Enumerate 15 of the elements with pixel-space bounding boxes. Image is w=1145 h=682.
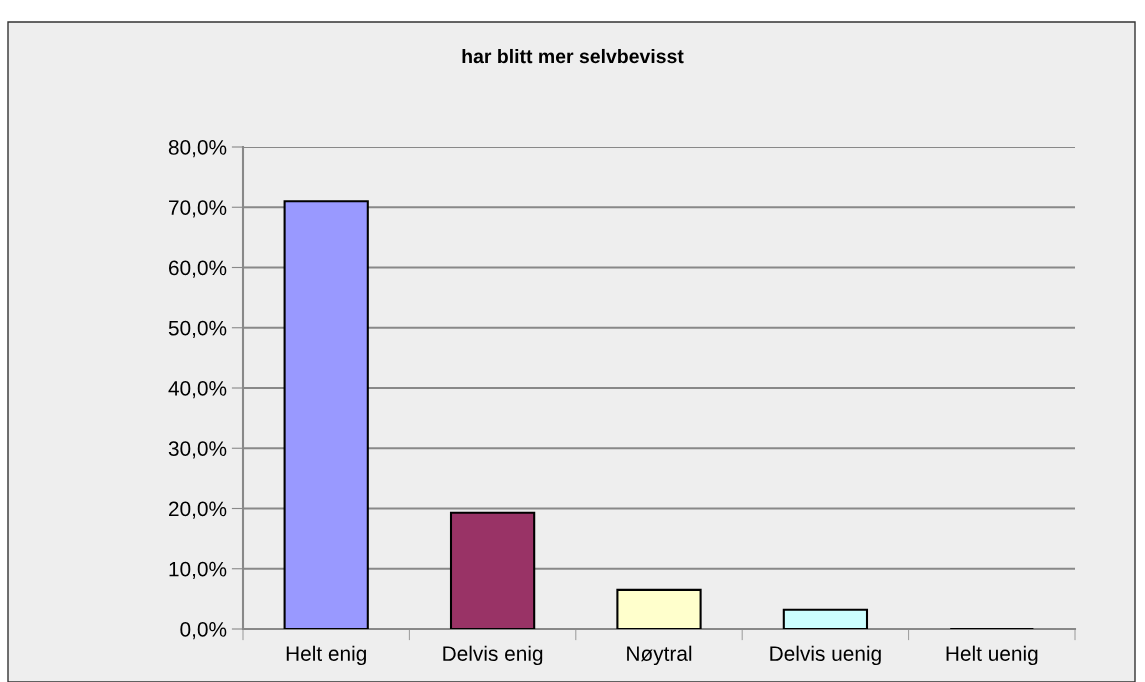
x-tick-label: Helt enig — [286, 645, 366, 666]
y-tick-label: 70,0% — [169, 200, 227, 218]
y-tick-label: 10,0% — [169, 561, 227, 579]
y-tick-label: 40,0% — [168, 381, 227, 399]
x-tick-label: Helt uenig — [946, 645, 1038, 666]
y-tick-label: 20,0% — [169, 501, 227, 519]
chart-title: har blitt mer selvbevisst — [462, 48, 684, 64]
x-tick-label: Nøytral — [627, 645, 692, 666]
x-tick-label: Delvis enig — [443, 645, 543, 666]
y-tick-label: 30,0% — [168, 441, 227, 459]
y-tick-label: 80,0% — [168, 140, 227, 158]
x-tick-label: Delvis uenig — [770, 645, 881, 666]
y-tick-label: 0,0% — [180, 622, 227, 640]
y-tick-label: 60,0% — [169, 260, 227, 278]
y-tick-label: 50,0% — [168, 320, 227, 338]
